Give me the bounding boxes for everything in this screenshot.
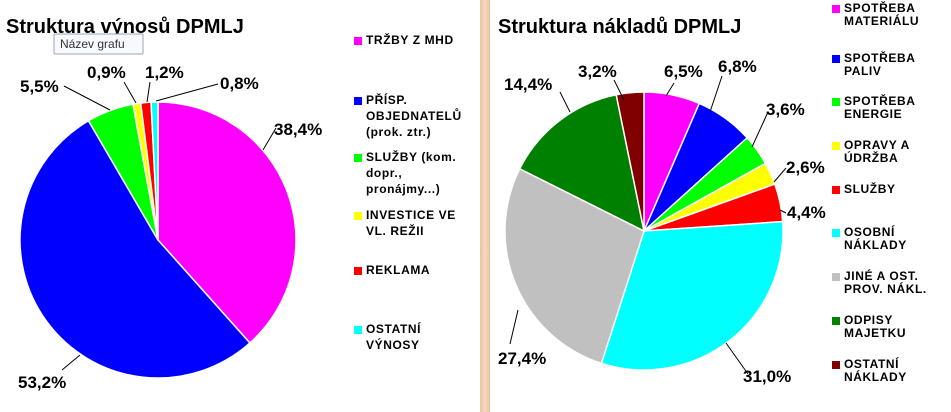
- cost-legend-label-7-line-1: JINÉ A OST.: [844, 268, 918, 283]
- revenue-legend-swatch-2: [354, 97, 362, 105]
- cost-data-label-8: 14,4%: [504, 75, 552, 94]
- cost-legend-label-6-line-1: OSOBNÍ: [844, 224, 895, 239]
- revenue-data-label-4: 0,9%: [87, 63, 126, 82]
- cost-chart-panel: Struktura nákladů DPMLJ 6,5% 6,8% 3,6% 2,6% 4…: [490, 0, 951, 412]
- cost-legend-label-1-line-2: MATERIÁLU: [844, 13, 919, 28]
- revenue-legend-label-2-line-1: PŘÍSP.: [366, 92, 407, 107]
- cost-legend-swatch-3: [832, 98, 840, 106]
- revenue-legend-swatch-4: [354, 212, 362, 220]
- cost-data-label-1: 6,5%: [664, 62, 703, 81]
- cost-leader-line-8: [559, 91, 571, 113]
- revenue-legend-label-2-line-3: (prok. ztr.): [366, 125, 431, 139]
- cost-legend-label-1-line-1: SPOTŘEBA: [844, 0, 915, 15]
- revenue-legend-label-6-line-1: OSTATNÍ: [366, 321, 421, 336]
- revenue-slices: [19, 101, 297, 379]
- cost-slice-7[interactable]: [504, 167, 645, 365]
- revenue-legend-swatch-5: [354, 267, 362, 275]
- cost-leader-line-5: [779, 209, 787, 214]
- cost-legend-label-7-line-2: PROV. NÁKL.: [844, 281, 927, 296]
- revenue-leader-line-4: [123, 81, 137, 104]
- cost-legend-label-4-line-1: OPRAVY A: [844, 138, 910, 152]
- revenue-leader-line-3: [63, 85, 111, 111]
- tooltip-text: Název grafu: [60, 37, 125, 51]
- cost-data-label-9: 3,2%: [578, 62, 617, 81]
- cost-chart-title: Struktura nákladů DPMLJ: [498, 16, 741, 38]
- revenue-chart: Struktura výnosů DPMLJ 38,4% 53,2% 5,5% 0,9%…: [6, 16, 462, 392]
- cost-chart: Struktura nákladů DPMLJ 6,5% 6,8% 3,6% 2,6% 4…: [498, 0, 927, 386]
- revenue-legend-label-2-line-2: OBJEDNATELŮ: [366, 107, 462, 123]
- cost-leader-line-1: [665, 82, 675, 97]
- cost-leader-line-2: [709, 75, 723, 113]
- revenue-data-label-1: 38,4%: [274, 120, 322, 139]
- revenue-legend-label-4-line-2: VL. REŽII: [366, 223, 424, 238]
- cost-legend-swatch-4: [832, 142, 840, 150]
- cost-leader-line-9: [613, 79, 625, 101]
- chart-title-tooltip: Název grafu: [53, 33, 144, 55]
- revenue-data-label-2: 53,2%: [18, 373, 66, 392]
- cost-legend-label-8-line-1: ODPISY: [844, 313, 893, 327]
- revenue-legend-label-6-line-2: VÝNOSY: [366, 337, 420, 352]
- revenue-legend-label-5: REKLAMA: [366, 263, 430, 277]
- revenue-legend: TRŽBY Z MHD PŘÍSP.OBJEDNATELŮ (prok. ztr.)…: [354, 32, 462, 352]
- cost-legend-label-2-line-1: SPOTŘEBA: [844, 50, 915, 65]
- cost-data-label-4: 2,6%: [786, 158, 825, 177]
- revenue-legend-swatch-3: [354, 154, 362, 162]
- cost-data-label-7: 27,4%: [498, 349, 546, 368]
- cost-legend-label-4-line-2: ÚDRŽBA: [844, 150, 898, 165]
- revenue-data-label-6: 0,8%: [220, 74, 259, 93]
- cost-leader-line-7: [509, 309, 519, 345]
- cost-data-label-5: 4,4%: [787, 203, 826, 222]
- revenue-legend-label-4-line-1: INVESTICE VE: [366, 208, 456, 222]
- cost-slice-9[interactable]: [615, 91, 645, 232]
- cost-legend: SPOTŘEBAMATERIÁLUSPOTŘEBAPALIVSPOTŘEBAEN…: [832, 0, 927, 384]
- revenue-leader-line-5: [146, 81, 151, 103]
- revenue-chart-panel: Struktura výnosů DPMLJ 38,4% 53,2% 5,5% 0,9%…: [0, 0, 480, 412]
- cost-legend-label-8-line-2: MAJETKU: [844, 326, 906, 340]
- cost-legend-swatch-6: [832, 229, 840, 237]
- cost-legend-label-3-line-1: SPOTŘEBA: [844, 93, 915, 108]
- cost-legend-swatch-8: [832, 317, 840, 325]
- revenue-slice-6[interactable]: [150, 101, 159, 241]
- cost-slice-6[interactable]: [600, 220, 784, 371]
- revenue-leader-line-2: [61, 354, 81, 371]
- revenue-chart-title: Struktura výnosů DPMLJ: [6, 16, 244, 38]
- revenue-slice-1[interactable]: [157, 101, 297, 344]
- tooltip-box: [53, 33, 144, 55]
- cost-leader-line-3: [751, 111, 769, 148]
- cost-legend-swatch-1: [832, 5, 840, 13]
- revenue-legend-swatch-6: [354, 326, 362, 334]
- revenue-leader-line-1: [262, 127, 277, 151]
- revenue-legend-label-3-line-1: SLUŽBY (kom.: [366, 149, 456, 164]
- cost-legend-label-9-line-2: NÁKLADY: [844, 369, 907, 384]
- revenue-legend-label-3-line-3: pronájmy...): [366, 182, 440, 196]
- cost-leader-line-6: [725, 342, 749, 375]
- revenue-slice-2[interactable]: [19, 119, 251, 379]
- revenue-legend-label-1: TRŽBY Z MHD: [366, 32, 454, 47]
- panel-divider: [480, 0, 490, 412]
- cost-legend-label-2-line-2: PALIV: [844, 64, 881, 78]
- cost-legend-label-6-line-2: NÁKLADY: [844, 237, 907, 252]
- cost-data-label-3: 3,6%: [766, 100, 805, 119]
- cost-legend-label-5: SLUŽBY: [844, 181, 896, 196]
- cost-legend-swatch-5: [832, 186, 840, 194]
- revenue-data-label-3: 5,5%: [20, 77, 59, 96]
- cost-slices: [504, 91, 784, 371]
- cost-leader-line-4: [773, 167, 787, 183]
- cost-data-label-2: 6,8%: [718, 57, 757, 76]
- cost-legend-swatch-9: [832, 361, 840, 369]
- cost-legend-label-3-line-2: ENERGIE: [844, 107, 902, 121]
- cost-data-label-6: 31,0%: [743, 367, 791, 386]
- cost-legend-swatch-2: [832, 55, 840, 63]
- cost-slice-8[interactable]: [518, 93, 646, 233]
- revenue-data-label-5: 1,2%: [145, 63, 184, 82]
- revenue-legend-swatch-1: [354, 37, 362, 45]
- revenue-leader-line-6: [155, 83, 219, 102]
- cost-legend-label-9-line-1: OSTATNÍ: [844, 356, 899, 371]
- revenue-legend-label-3-line-2: dopr.,: [366, 166, 402, 180]
- cost-legend-swatch-7: [832, 273, 840, 281]
